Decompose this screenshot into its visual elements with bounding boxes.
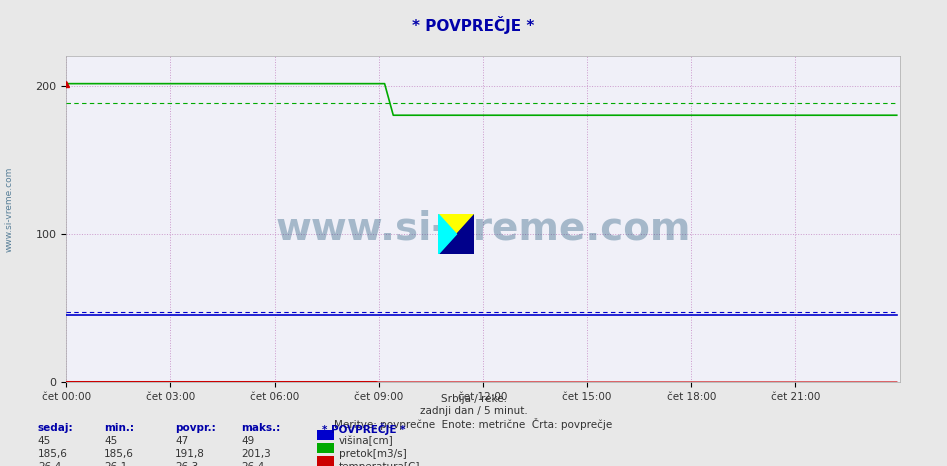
Polygon shape xyxy=(438,214,474,254)
Text: Meritve: povprečne  Enote: metrične  Črta: povprečje: Meritve: povprečne Enote: metrične Črta:… xyxy=(334,418,613,430)
Text: 26,1: 26,1 xyxy=(104,462,128,466)
Text: 26,4: 26,4 xyxy=(38,462,62,466)
Polygon shape xyxy=(438,214,456,254)
Text: pretok[m3/s]: pretok[m3/s] xyxy=(339,449,407,459)
Text: www.si-vreme.com: www.si-vreme.com xyxy=(5,167,14,253)
Polygon shape xyxy=(438,214,474,254)
Text: povpr.:: povpr.: xyxy=(175,423,216,433)
Text: Srbija / reke.: Srbija / reke. xyxy=(440,394,507,404)
Text: 49: 49 xyxy=(241,436,255,446)
Text: 191,8: 191,8 xyxy=(175,449,205,459)
Text: * POVPREČJE *: * POVPREČJE * xyxy=(322,423,405,435)
Text: min.:: min.: xyxy=(104,423,134,433)
Text: višina[cm]: višina[cm] xyxy=(339,436,394,446)
Text: www.si-vreme.com: www.si-vreme.com xyxy=(276,210,690,248)
Text: maks.:: maks.: xyxy=(241,423,280,433)
Text: temperatura[C]: temperatura[C] xyxy=(339,462,420,466)
Text: 45: 45 xyxy=(38,436,51,446)
Text: zadnji dan / 5 minut.: zadnji dan / 5 minut. xyxy=(420,406,527,416)
Text: 185,6: 185,6 xyxy=(38,449,68,459)
Text: 201,3: 201,3 xyxy=(241,449,271,459)
Text: sedaj:: sedaj: xyxy=(38,423,74,433)
Text: 26,4: 26,4 xyxy=(241,462,265,466)
Text: 26,3: 26,3 xyxy=(175,462,199,466)
Text: 47: 47 xyxy=(175,436,188,446)
Text: 185,6: 185,6 xyxy=(104,449,134,459)
Text: 45: 45 xyxy=(104,436,117,446)
Text: * POVPREČJE *: * POVPREČJE * xyxy=(412,16,535,34)
